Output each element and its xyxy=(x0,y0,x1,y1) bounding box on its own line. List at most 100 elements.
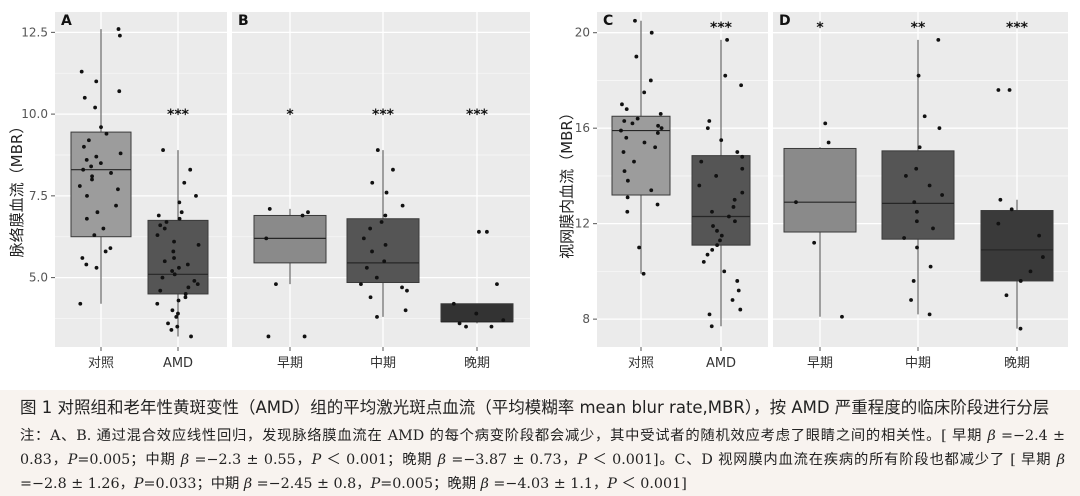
box-iqr xyxy=(70,131,132,238)
data-point xyxy=(166,321,170,326)
data-point xyxy=(1018,326,1023,331)
data-point xyxy=(78,301,83,306)
data-point xyxy=(649,188,654,193)
data-point xyxy=(370,180,375,185)
data-point xyxy=(637,245,641,250)
data-point xyxy=(464,324,468,329)
data-point xyxy=(826,140,831,145)
caption-text: =−2.45 ± 0.8， xyxy=(252,476,371,492)
data-point xyxy=(727,214,731,219)
data-point xyxy=(718,238,722,243)
data-point xyxy=(655,202,660,207)
box-iqr xyxy=(783,147,857,233)
data-point xyxy=(1004,293,1009,298)
y-tick-label: 12 xyxy=(575,217,590,231)
data-point xyxy=(400,285,404,290)
box-iqr xyxy=(691,155,751,246)
data-point xyxy=(267,207,272,211)
data-point xyxy=(176,311,180,316)
caption-text: =−2.8 ± 1.26， xyxy=(20,476,134,492)
significance-marker: *** xyxy=(167,107,190,123)
data-point xyxy=(495,282,499,287)
data-point xyxy=(642,140,647,145)
data-point xyxy=(1040,255,1045,259)
data-point xyxy=(936,37,941,42)
caption-text: =−2.3 ± 0.55， xyxy=(189,452,312,468)
data-point xyxy=(79,69,84,74)
data-point xyxy=(84,157,89,162)
data-point xyxy=(655,131,660,135)
box-iqr xyxy=(346,218,420,284)
significance-marker: *** xyxy=(710,20,733,36)
data-point xyxy=(740,154,745,159)
data-point xyxy=(183,292,188,296)
box-iqr xyxy=(980,210,1054,282)
data-point xyxy=(648,78,653,83)
data-point xyxy=(196,243,201,247)
data-point xyxy=(118,151,123,156)
data-point xyxy=(155,233,160,237)
data-point xyxy=(1028,269,1033,274)
caption-symbol: β xyxy=(480,476,489,492)
significance-marker: *** xyxy=(466,107,489,123)
data-point xyxy=(194,193,198,198)
data-point xyxy=(186,285,191,290)
panel-letter: B xyxy=(238,13,249,29)
y-tick-label: 10.0 xyxy=(21,107,48,121)
y-tick-label: 12.5 xyxy=(21,25,48,39)
data-point xyxy=(383,213,388,218)
box-中期 xyxy=(346,148,420,319)
caption-text: ＜ 0.001] xyxy=(616,476,687,492)
data-point xyxy=(707,119,712,123)
data-point xyxy=(474,311,479,316)
data-point xyxy=(736,288,741,293)
data-point xyxy=(711,224,715,228)
data-point xyxy=(722,269,727,274)
data-point xyxy=(619,128,623,133)
data-point xyxy=(707,312,712,317)
caption-text: ＜ 0.001]。C、D 视网膜内血流在疾病的所有阶段也都减少了 [ 早期 xyxy=(587,452,1057,468)
data-point xyxy=(185,262,190,267)
data-point xyxy=(705,252,710,257)
data-point xyxy=(902,236,907,240)
data-point xyxy=(77,184,82,188)
data-point xyxy=(632,159,636,164)
data-point xyxy=(177,200,182,205)
data-point xyxy=(158,288,163,293)
x-tick-label: 中期 xyxy=(905,356,931,371)
data-point xyxy=(649,30,654,35)
data-point xyxy=(189,334,193,339)
data-point xyxy=(188,167,193,172)
caption-note: 注：A、B. 通过混合效应线性回归，发现脉络膜血流在 AMD 的每个病变阶段都会… xyxy=(20,424,1065,496)
data-point xyxy=(621,150,626,154)
data-point xyxy=(927,312,932,317)
data-point xyxy=(625,178,630,183)
data-point xyxy=(656,123,660,128)
box-中期 xyxy=(881,37,955,317)
data-point xyxy=(177,265,181,270)
data-point xyxy=(730,298,735,302)
data-point xyxy=(823,121,828,126)
data-point xyxy=(172,256,176,260)
caption-text: 注：A、B. 通过混合效应线性回归，发现脉络膜血流在 AMD 的每个病变阶段都会… xyxy=(20,428,988,444)
data-point xyxy=(302,334,307,339)
data-point xyxy=(489,324,494,329)
caption-symbol: β xyxy=(1056,452,1065,468)
data-point xyxy=(81,167,86,172)
caption-symbol: β xyxy=(437,452,446,468)
data-point xyxy=(175,324,180,329)
data-point xyxy=(116,27,121,31)
data-point xyxy=(172,239,176,244)
data-point xyxy=(164,220,169,224)
data-point xyxy=(622,119,627,123)
data-point xyxy=(103,249,108,254)
data-point xyxy=(195,282,200,287)
data-point xyxy=(922,114,927,119)
caption-symbol: β xyxy=(180,452,190,468)
data-point xyxy=(701,259,706,264)
data-point xyxy=(391,167,395,172)
caption-symbol: P xyxy=(607,476,617,492)
data-point xyxy=(940,193,945,197)
data-point xyxy=(719,233,724,238)
caption-text: ＜ 0.001；晚期 xyxy=(321,452,438,468)
